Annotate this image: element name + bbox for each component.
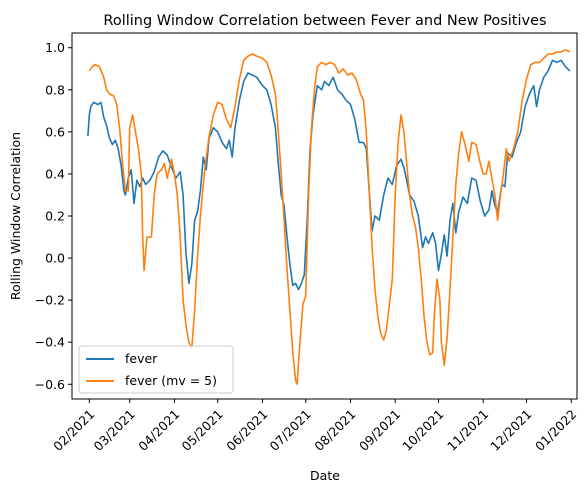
x-tick-label: 04/2021: [135, 407, 182, 454]
y-tick-label: 0.6: [45, 124, 65, 139]
series-line-fever-mv5: [88, 49, 571, 386]
series-line-fever: [87, 59, 571, 291]
y-axis: −0.6 −0.4 −0.2 0.0 0.2 0.4 0.6 0.8 1.0: [35, 40, 72, 392]
legend-label-fever: fever: [125, 351, 158, 366]
y-tick-label: −0.4: [35, 335, 65, 350]
y-tick-label: 0.2: [45, 209, 65, 224]
y-tick-label: −0.2: [35, 293, 65, 308]
x-tick-label: 09/2021: [356, 407, 403, 454]
chart-title: Rolling Window Correlation between Fever…: [103, 13, 546, 29]
x-tick-label: 10/2021: [399, 407, 446, 454]
y-tick-label: 0.0: [45, 251, 65, 266]
x-tick-label: 06/2021: [223, 407, 270, 454]
y-axis-label: Rolling Window Correlation: [8, 132, 23, 300]
x-axis-label: Date: [310, 468, 340, 483]
y-tick-label: 0.4: [45, 166, 65, 181]
x-axis: 02/202103/202104/202105/202106/202107/20…: [50, 399, 579, 454]
x-tick-label: 01/2022: [532, 407, 579, 454]
x-tick-label: 03/2021: [91, 407, 138, 454]
series-layer: [87, 49, 571, 386]
y-tick-label: 1.0: [45, 40, 65, 55]
y-tick-label: 0.8: [45, 82, 65, 97]
legend-box: [78, 345, 234, 394]
x-tick-label: 11/2021: [444, 407, 491, 454]
x-tick-label: 12/2021: [487, 407, 534, 454]
plot-frame: [71, 32, 578, 400]
x-tick-label: 02/2021: [50, 407, 97, 454]
x-tick-label: 05/2021: [179, 407, 226, 454]
x-tick-label: 07/2021: [267, 407, 314, 454]
x-tick-label: 08/2021: [311, 407, 358, 454]
legend: fever fever (mv = 5): [78, 345, 234, 394]
legend-label-fever-mv5: fever (mv = 5): [125, 373, 217, 388]
y-tick-label: −0.6: [35, 377, 65, 392]
